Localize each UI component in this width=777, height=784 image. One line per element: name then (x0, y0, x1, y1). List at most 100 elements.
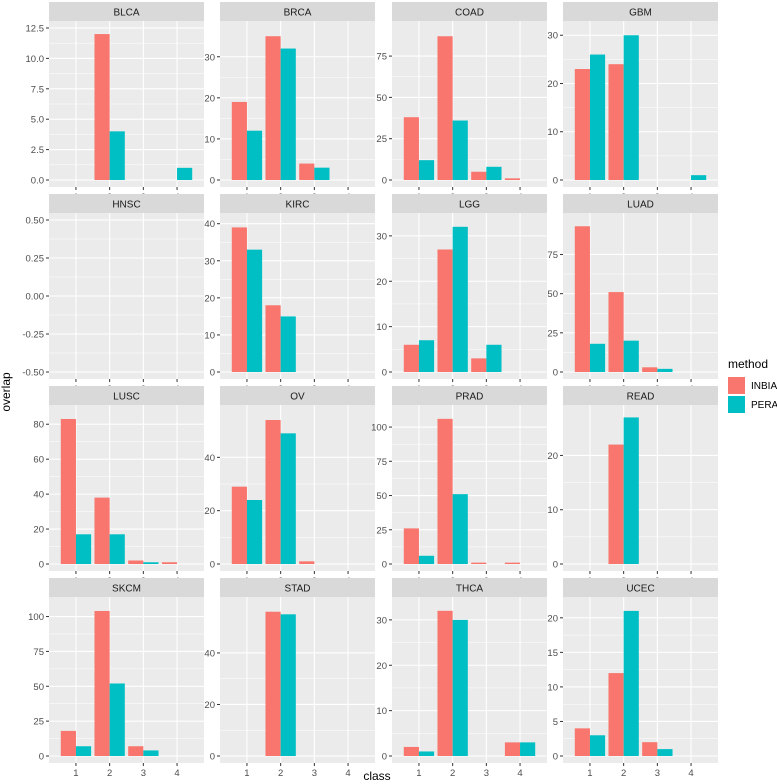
facet-luad: LUAD02550751234 (547, 194, 718, 395)
facet-title: GBM (629, 8, 652, 19)
y-tick-label: 50 (376, 491, 387, 502)
y-tick-label: 30 (547, 31, 558, 42)
legend-label-inbia: INBIA (751, 381, 777, 392)
y-tick-label: 25 (376, 525, 387, 536)
bar-pera-class-2 (109, 683, 125, 756)
bar-pera-class-1 (75, 746, 92, 756)
facet-title: BRCA (284, 8, 312, 19)
facet-strip (49, 386, 204, 405)
facet-title: READ (627, 392, 655, 403)
facet-strip (563, 194, 718, 213)
facet-ucec: UCEC 0 5 10 15 20 1 2 3 4 (547, 578, 718, 779)
y-tick-label: 0 (39, 752, 44, 763)
bar-inbia-class-1 (403, 746, 419, 756)
bar-pera-class-1 (418, 340, 435, 372)
y-tick-label: 2.5 (31, 145, 44, 156)
y-tick-label: 50 (376, 93, 387, 104)
bar-pera-class-1 (589, 54, 606, 180)
y-tick-label: 100 (371, 423, 387, 434)
y-tick-label: 80 (33, 420, 44, 431)
y-tick-label: 20 (33, 525, 44, 536)
legend: method INBIA PERA (728, 357, 777, 413)
panel-background (220, 597, 375, 763)
y-tick-label: 25 (376, 134, 387, 145)
facet-strip (563, 386, 718, 405)
bar-inbia-class-1 (574, 226, 590, 372)
bar-inbia-class-3 (471, 171, 487, 180)
x-tick-label: 4 (688, 768, 693, 779)
panel-background (392, 597, 547, 763)
bar-inbia-class-3 (471, 358, 487, 372)
bar-inbia-class-1 (60, 730, 76, 756)
facet-stad: STAD 0 20 40 1 2 3 4 (204, 578, 375, 779)
panel-background (563, 405, 718, 571)
facet-lgg: LGG01020301234 (376, 194, 547, 395)
facet-title: BLCA (113, 8, 139, 19)
x-tick-label: 3 (484, 768, 489, 779)
facet-strip (220, 2, 375, 21)
bar-pera-class-2 (623, 35, 639, 180)
y-tick-label: 0 (210, 752, 215, 763)
bar-inbia-class-1 (403, 344, 419, 372)
bar-pera-class-1 (418, 751, 435, 756)
bar-inbia-class-3 (642, 742, 658, 756)
y-tick-label: 0 (210, 368, 215, 379)
facet-gbm: GBM01020301234 (547, 2, 718, 203)
facet-title: COAD (455, 8, 484, 19)
x-tick-label: 2 (450, 768, 455, 779)
bar-pera-class-2 (623, 610, 639, 756)
bar-inbia-class-2 (608, 444, 624, 564)
bar-pera-class-1 (418, 555, 435, 564)
facet-strip (49, 2, 204, 21)
y-tick-label: 0 (553, 752, 558, 763)
bar-pera-class-1 (589, 343, 606, 372)
facet-title: HNSC (112, 200, 140, 211)
facet-strip (392, 2, 547, 21)
facet-strip (220, 386, 375, 405)
facet-strip (392, 386, 547, 405)
y-tick-label: 0 (210, 176, 215, 187)
y-tick-label: 0 (39, 560, 44, 571)
y-tick-label: 30 (204, 256, 215, 267)
y-tick-label: 25 (547, 328, 558, 339)
y-tick-label: 10 (204, 330, 215, 341)
bar-pera-class-1 (75, 534, 92, 564)
bar-inbia-class-1 (574, 728, 590, 756)
y-tick-label: 0.25 (26, 254, 45, 265)
y-tick-label: 75 (376, 457, 387, 468)
bar-pera-class-2 (623, 417, 639, 564)
bar-pera-class-1 (246, 500, 263, 564)
y-tick-label: 20 (547, 79, 558, 90)
bar-inbia-class-2 (437, 249, 453, 372)
y-tick-label: 20 (204, 293, 215, 304)
y-tick-label: 30 (204, 52, 215, 63)
bar-inbia-class-4 (504, 178, 521, 180)
y-tick-label: -0.50 (22, 368, 44, 379)
facet-title: SKCM (112, 584, 141, 595)
y-tick-label: 10 (376, 322, 387, 333)
y-tick-label: 50 (547, 289, 558, 300)
bar-inbia-class-3 (642, 367, 658, 372)
x-tick-label: 1 (244, 768, 249, 779)
facet-strip (563, 578, 718, 597)
bar-pera-class-3 (143, 562, 159, 564)
bar-pera-class-3 (314, 167, 330, 180)
x-tick-label: 3 (312, 768, 317, 779)
y-tick-label: 0 (210, 560, 215, 571)
x-tick-label: 2 (107, 768, 112, 779)
facet-thca: THCA 0 10 20 30 1 2 3 4 (376, 578, 547, 779)
facet-panels: BLCA0.02.55.07.510.012.51234BRCA01020301… (22, 2, 718, 779)
bar-inbia-class-2 (437, 36, 453, 181)
y-tick-label: 40 (204, 648, 215, 659)
bar-inbia-class-1 (231, 101, 247, 180)
y-tick-label: 5.0 (31, 115, 44, 126)
bar-inbia-class-1 (231, 227, 247, 372)
bar-inbia-class-2 (94, 610, 110, 756)
y-tick-label: 0 (382, 176, 387, 187)
bar-inbia-class-2 (437, 418, 453, 564)
facet-title: UCEC (626, 584, 654, 595)
bar-inbia-class-4 (161, 562, 178, 564)
x-tick-label: 1 (73, 768, 78, 779)
y-tick-label: 5 (553, 717, 558, 728)
